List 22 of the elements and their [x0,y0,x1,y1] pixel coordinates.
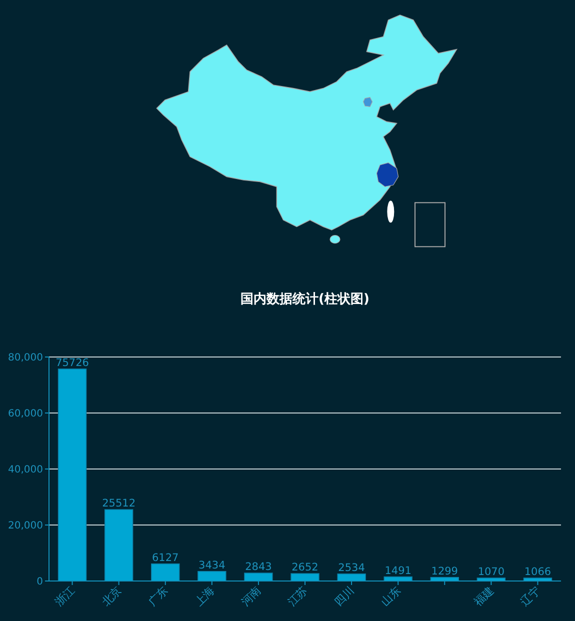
data-label: 25512 [102,498,136,510]
x-tick-label: 河南 [238,584,264,609]
x-tick-label: 四川 [332,584,357,609]
data-label: 1491 [384,564,412,577]
data-label: 75726 [56,356,90,369]
data-label: 1070 [478,566,505,578]
x-tick-label: 辽宁 [518,584,543,609]
x-tick-label: 北京 [99,584,124,609]
data-label: 1299 [431,565,458,578]
data-label: 2534 [338,562,366,574]
x-tick-label: 福建 [472,584,496,609]
chart-title: 国内数据统计(柱状图) [240,291,370,307]
x-tick-label: 江苏 [285,584,310,609]
x-tick-label: 山东 [378,584,404,609]
data-label: 1066 [524,566,552,578]
x-tick-label: 上海 [192,584,218,609]
x-tick-label: 浙江 [52,584,78,609]
data-label: 3434 [198,559,226,572]
data-label: 2652 [292,562,318,574]
data-label: 6127 [152,552,179,564]
x-tick-label: 广东 [146,584,170,609]
data-label: 2843 [245,561,272,574]
